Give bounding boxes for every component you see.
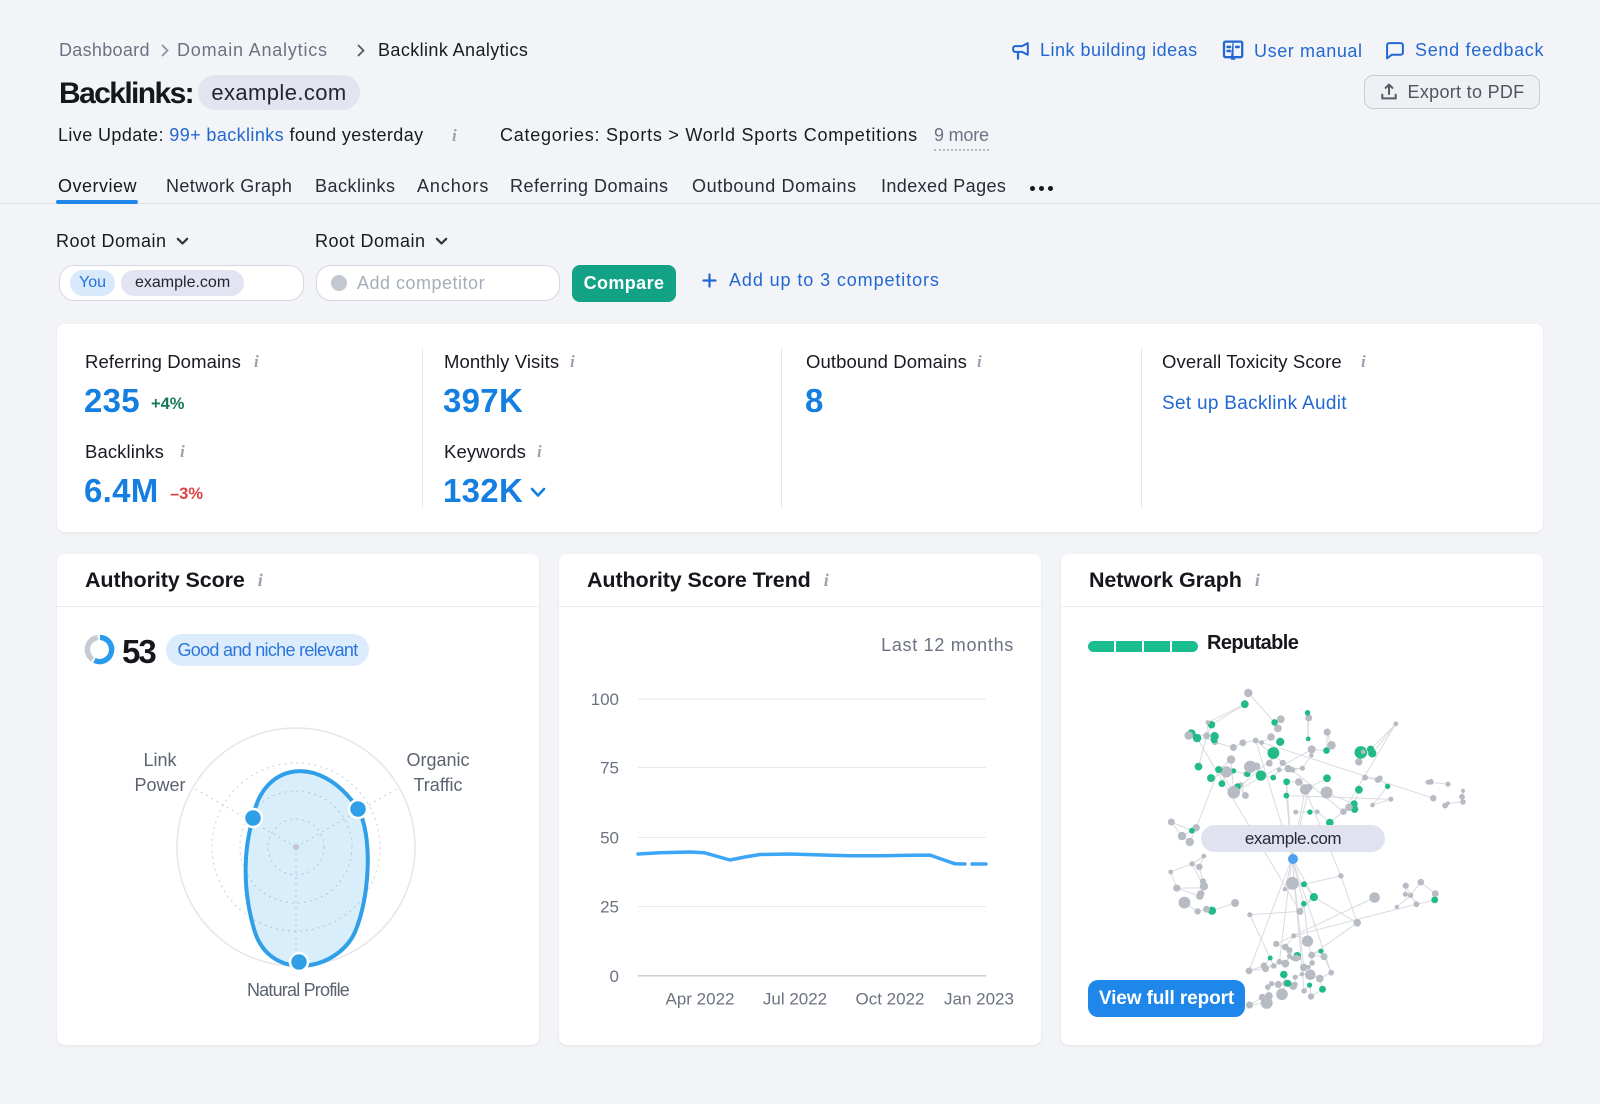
svg-text:Apr 2022: Apr 2022 — [666, 990, 735, 1009]
svg-text:Jan 2023: Jan 2023 — [944, 990, 1014, 1009]
svg-text:example.com: example.com — [1245, 829, 1341, 848]
svg-text:50: 50 — [600, 829, 619, 848]
svg-text:Oct 2022: Oct 2022 — [856, 990, 925, 1009]
svg-text:Jul 2022: Jul 2022 — [763, 990, 827, 1009]
svg-text:Power: Power — [134, 775, 185, 795]
svg-text:Link: Link — [143, 750, 177, 770]
svg-text:Natural Profile: Natural Profile — [247, 980, 350, 1000]
svg-text:100: 100 — [591, 690, 619, 709]
svg-text:Organic: Organic — [406, 750, 469, 770]
svg-text:75: 75 — [600, 759, 619, 778]
svg-text:25: 25 — [600, 898, 619, 917]
svg-text:0: 0 — [610, 967, 619, 986]
svg-text:Traffic: Traffic — [413, 775, 462, 795]
